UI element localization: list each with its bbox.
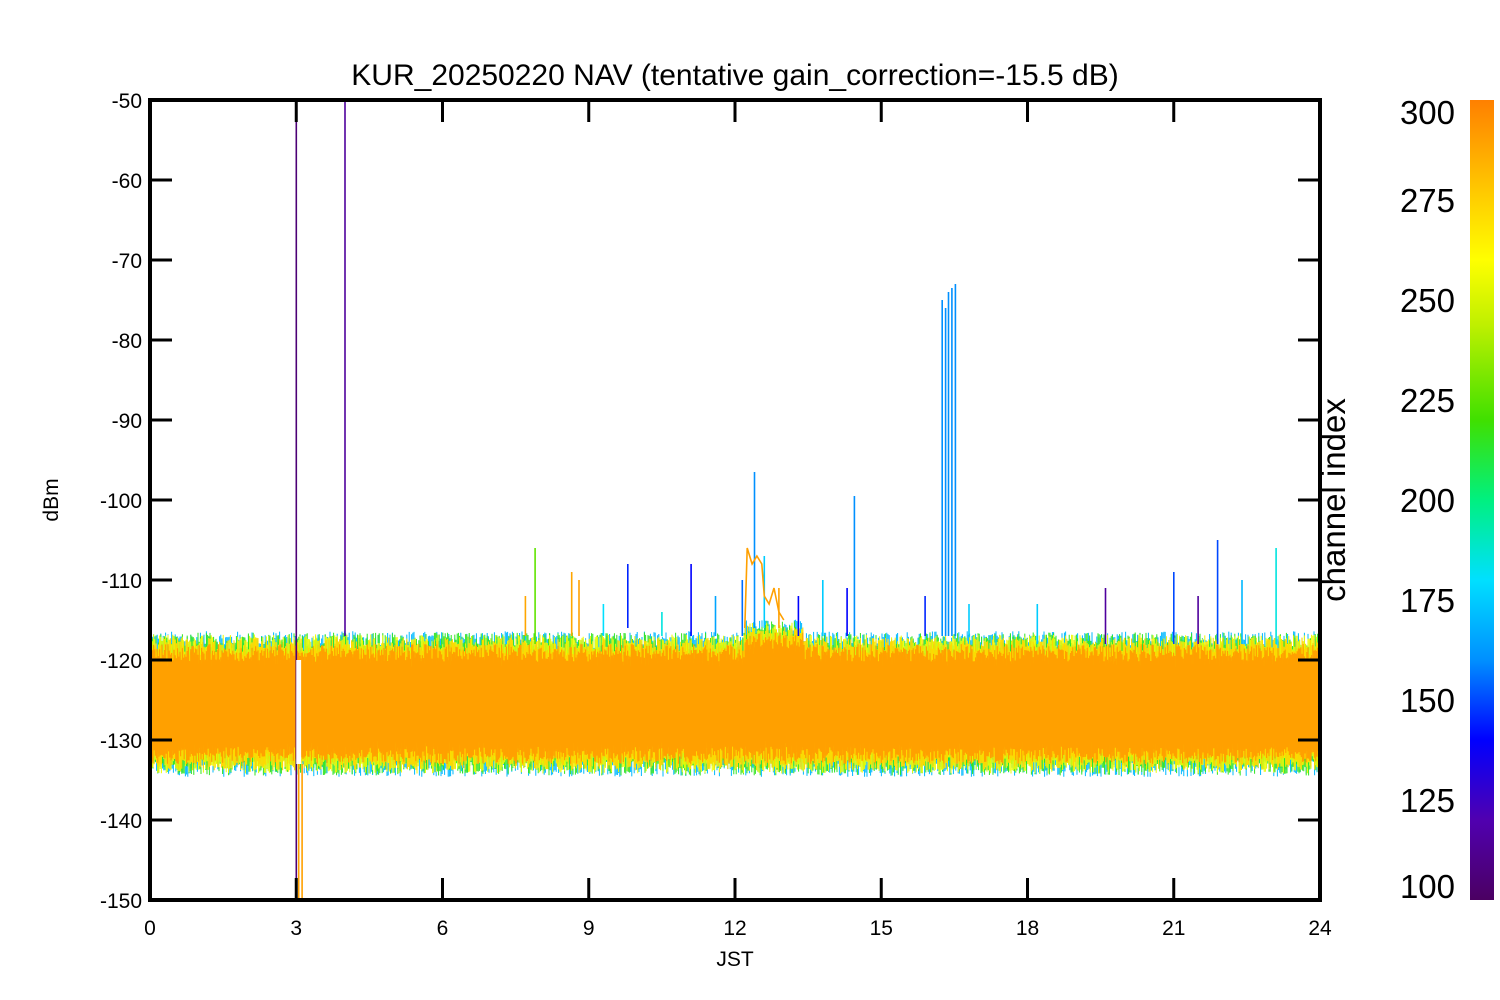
y-tick-label: -130: [100, 730, 142, 753]
y-tick-label: -60: [112, 170, 142, 193]
series-16: [744, 547, 785, 629]
colorbar-tick-label: 125: [1400, 782, 1455, 819]
x-tick-label: 15: [870, 917, 893, 940]
plot-frame: [148, 98, 1322, 902]
y-tick-label: -150: [100, 890, 142, 913]
colorbar-tick-label: 200: [1400, 482, 1455, 519]
x-tick-label: 0: [144, 917, 156, 940]
colorbar-tick-label: 250: [1400, 282, 1455, 319]
colorbar-tick-label: 300: [1400, 94, 1455, 131]
x-tick-label: 6: [437, 917, 449, 940]
x-tick-label: 12: [723, 917, 746, 940]
colorbar-title: channel index: [1315, 398, 1352, 602]
colorbar-tick-label: 225: [1400, 382, 1455, 419]
y-tick-label: -140: [100, 810, 142, 833]
y-tick-label: -90: [112, 410, 142, 433]
colorbar-ticks: 100 125 150 175 200 225 250 275 300: [1400, 94, 1455, 905]
colorbar-tick-label: 150: [1400, 682, 1455, 719]
colorbar-gradient: [1470, 100, 1494, 900]
x-tick-label: 3: [290, 917, 302, 940]
x-tick-label: 24: [1308, 917, 1332, 940]
x-tick-label: 9: [583, 917, 595, 940]
y-axis: -50 -60 -70 -80 -90 -100 -110 -120 -130 -140 -150: [100, 90, 1320, 913]
y-tick-label: -100: [100, 490, 142, 513]
x-axis-title: JST: [716, 948, 754, 971]
chart-title: KUR_20250220 NAV (tentative gain_correct…: [351, 59, 1118, 92]
series-layer: [295, 100, 1277, 900]
y-tick-label: -70: [112, 250, 142, 273]
noise-floor-band: [150, 619, 1320, 777]
y-axis-title: dBm: [40, 478, 63, 521]
y-tick-label: -110: [102, 570, 142, 593]
y-tick-label: -50: [112, 90, 142, 113]
plot-area: [150, 100, 1320, 900]
x-tick-label: 18: [1016, 917, 1039, 940]
y-tick-label: -120: [100, 650, 142, 673]
x-axis: 0 3 6 9 12 15 18 21 24: [144, 100, 1332, 940]
x-tick-label: 21: [1162, 917, 1185, 940]
colorbar-tick-label: 275: [1400, 182, 1455, 219]
data-gap: [296, 660, 302, 764]
y-tick-label: -80: [112, 330, 142, 353]
colorbar-tick-label: 100: [1400, 868, 1455, 905]
colorbar: 100 125 150 175 200 225 250 275 300 channel inde…: [1315, 94, 1494, 905]
colorbar-tick-label: 175: [1400, 582, 1455, 619]
